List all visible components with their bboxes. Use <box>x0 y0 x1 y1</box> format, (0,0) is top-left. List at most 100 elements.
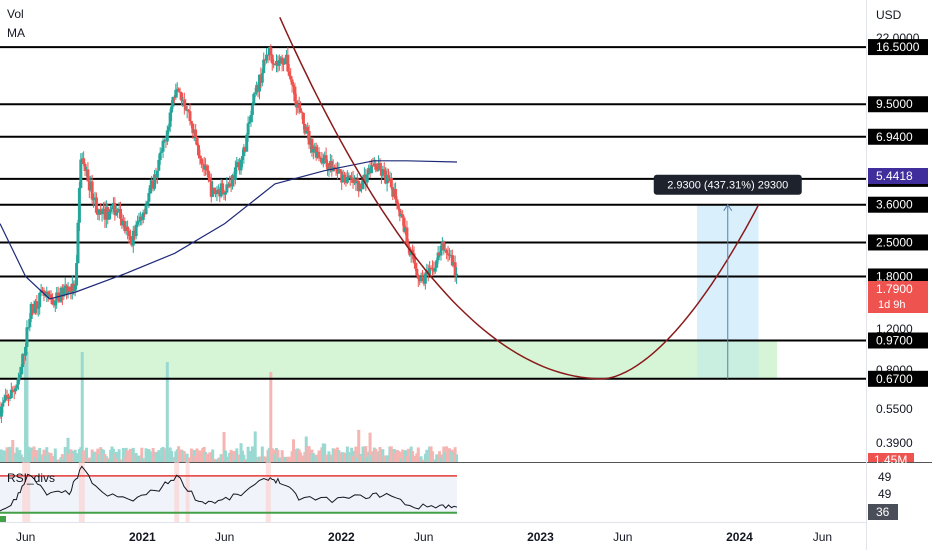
volume-legend[interactable]: Vol <box>7 7 24 21</box>
candle <box>90 181 94 200</box>
volume-bar <box>222 432 226 462</box>
candle <box>272 63 276 65</box>
volume-bar <box>82 450 86 462</box>
candle <box>326 163 330 170</box>
candle <box>430 268 434 270</box>
volume-bar <box>126 450 130 462</box>
level-badge-bg <box>868 370 928 387</box>
candle <box>245 134 249 152</box>
candle <box>2 400 6 403</box>
volume-bar <box>382 455 386 462</box>
candle <box>75 263 79 286</box>
volume-bar <box>84 447 88 462</box>
candle <box>174 89 178 98</box>
candle <box>73 285 77 291</box>
time-tick-label[interactable]: Jun <box>215 530 234 544</box>
candle <box>401 214 405 218</box>
candle <box>1 402 5 407</box>
candle <box>67 286 71 292</box>
support-zone[interactable] <box>0 340 778 379</box>
candle <box>260 73 264 83</box>
candle <box>289 75 293 80</box>
time-axis[interactable]: Jun 2021 Jun 2022 Jun 2023 Jun 2024 Jun <box>16 530 832 544</box>
candle <box>18 374 22 378</box>
time-tick-label[interactable]: 2022 <box>328 530 355 544</box>
volume-bar <box>25 352 29 462</box>
time-tick-label[interactable]: 2023 <box>527 530 554 544</box>
measure-label[interactable]: 2.9300 (437.31%) 29300 <box>667 180 788 192</box>
candle <box>306 126 310 132</box>
volume-bar <box>378 447 382 462</box>
candle <box>182 100 186 107</box>
volume-bar <box>232 451 236 462</box>
candle <box>56 292 60 296</box>
candle <box>345 176 349 183</box>
candle <box>36 307 40 309</box>
candle <box>38 292 42 308</box>
candle <box>311 149 315 153</box>
rsi-marker <box>0 516 6 522</box>
volume-bar <box>246 446 250 462</box>
volume-bar <box>211 449 215 462</box>
rsi-line <box>0 465 458 512</box>
candle <box>233 167 237 181</box>
candle <box>184 106 188 110</box>
candle <box>239 159 243 171</box>
candle <box>21 354 25 368</box>
candle <box>253 92 257 94</box>
candle <box>179 92 183 101</box>
time-tick-label[interactable]: Jun <box>414 530 433 544</box>
candle <box>411 250 415 254</box>
measure-tool[interactable]: 2.9300 (437.31%) 29300 <box>653 174 802 379</box>
rsi-divergence-highlight <box>265 462 271 522</box>
candle <box>413 262 417 269</box>
level-badge: 0.6700 <box>876 372 913 386</box>
candle <box>394 188 398 200</box>
level-badge: 6.9400 <box>876 130 913 144</box>
volume-bar <box>300 455 304 462</box>
candle <box>53 300 57 306</box>
volume-bar <box>416 447 420 462</box>
volume-bar <box>283 456 287 462</box>
candle <box>299 108 303 113</box>
level-badge-bg <box>868 96 928 113</box>
rsi-legend[interactable]: RSI_divs <box>7 471 56 485</box>
time-tick-label[interactable]: 2021 <box>129 530 156 544</box>
volume-bar <box>323 443 327 462</box>
volume-bar <box>438 451 442 462</box>
volume-bar <box>8 446 12 462</box>
candle <box>110 207 114 210</box>
candle <box>249 114 253 122</box>
time-tick-label[interactable]: Jun <box>613 530 632 544</box>
candle <box>324 155 328 164</box>
candle <box>433 267 437 272</box>
measure-label-box[interactable] <box>653 174 802 195</box>
level-badges: 16.50009.50006.94004.62003.60002.50001.8… <box>868 39 928 467</box>
candle <box>423 273 427 284</box>
candle <box>221 183 225 192</box>
candle <box>137 220 141 222</box>
time-tick-label[interactable]: Jun <box>813 530 832 544</box>
volume-bar <box>398 451 402 462</box>
rsi-tick-label: 49 <box>878 470 892 484</box>
candle <box>406 243 410 248</box>
time-tick-label[interactable]: Jun <box>16 530 35 544</box>
time-tick-label[interactable]: 2024 <box>726 530 753 544</box>
ma-legend[interactable]: MA <box>7 26 25 40</box>
candle <box>435 260 439 268</box>
currency-label: USD <box>876 8 902 22</box>
rsi-value-badge: 36 <box>876 505 890 519</box>
candle <box>136 221 140 225</box>
rsi-divergence-highlight <box>78 462 85 522</box>
volume-bar <box>269 372 273 462</box>
candle <box>257 74 261 92</box>
candle <box>290 79 294 85</box>
level-badge-bg <box>868 196 928 213</box>
rounding-bottom-curve[interactable] <box>279 16 760 380</box>
volume-bar <box>11 439 15 462</box>
candle <box>378 163 382 170</box>
candle <box>348 175 352 178</box>
candle <box>215 192 219 195</box>
volume-bar <box>406 448 410 462</box>
